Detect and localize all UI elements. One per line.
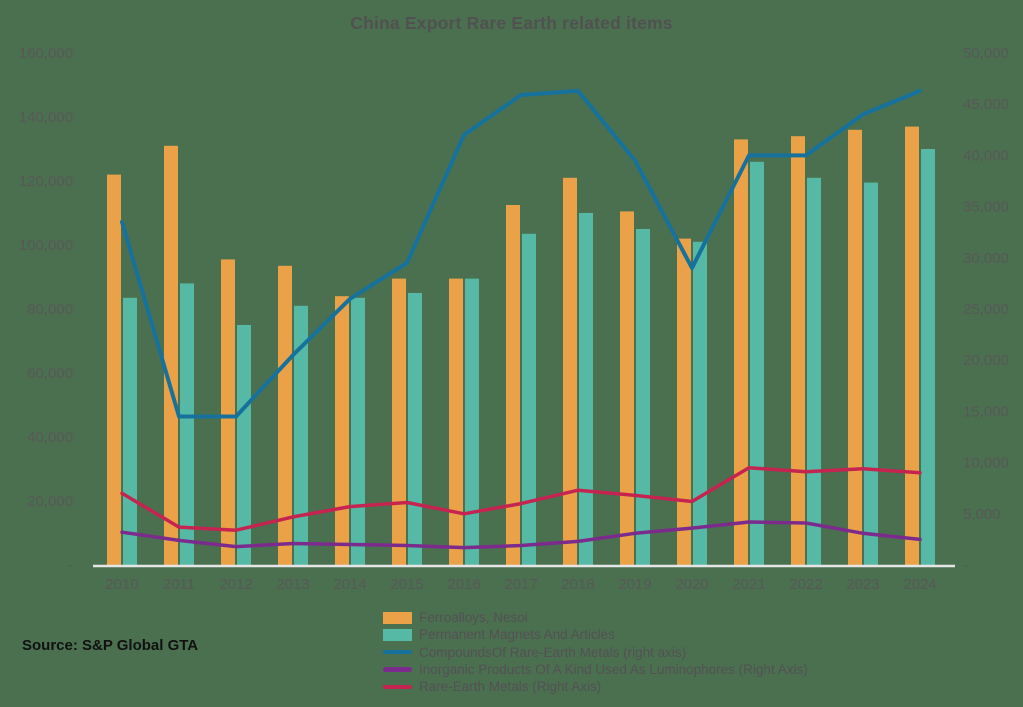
bar-series [123,149,935,566]
chart-legend: Ferroalloys, Nesoi Permanent Magnets And… [383,609,808,695]
bar [636,229,650,565]
x-axis-labels: 2010 2011 2012 2013 2014 2015 2016 2017 2018 2019… [105,576,936,593]
bar [905,126,919,565]
axis-tick-label: 120,000 [19,173,73,190]
x-axis-label: 2011 [163,576,195,593]
bar [734,139,748,565]
right-axis-ticks: - 5,000 10,000 15,000 20,000 25,000 30,000 35,0… [963,45,1009,574]
axis-tick-label: 160,000 [19,45,73,62]
legend-item-luminophores: Inorganic Products Of A Kind Used As Lum… [383,661,808,678]
axis-tick-label: 100,000 [19,237,73,254]
data-line [120,88,922,419]
bar [294,305,308,565]
bar [221,259,235,565]
bar [620,211,634,565]
bar [693,241,707,566]
bar [392,278,406,565]
source-note: Source: S&P Global GTA [22,637,199,654]
legend-label: Rare-Earth Metals (Right Axis) [419,679,602,695]
legend-label: Permanent Magnets And Articles [419,627,615,643]
legend-item-rare-earth-metals: Rare-Earth Metals (Right Axis) [383,678,808,695]
axis-tick-label: 40,000 [963,147,1009,164]
legend-item-permanent-magnets: Permanent Magnets And Articles [383,626,808,643]
bar [237,325,251,565]
chart-title: China Export Rare Earth related items [350,13,673,33]
legend-item-compounds: CompoundsOf Rare-Earth Metals (right axi… [383,644,808,661]
axis-tick-label: - [68,557,73,574]
x-axis-label: 2021 [732,576,765,593]
bar [750,161,764,566]
bar [164,145,178,566]
x-axis-label: 2019 [618,576,651,593]
x-axis-label: 2022 [789,576,822,593]
bar [107,174,121,565]
bar [563,177,577,566]
x-axis-label: 2024 [903,576,936,593]
legend-label: Inorganic Products Of A Kind Used As Lum… [419,661,808,677]
axis-tick-label: 60,000 [27,365,73,382]
bar [579,213,593,565]
data-line [120,520,922,550]
red-line-swatch-icon [383,684,412,690]
axis-tick-label: - [963,557,968,574]
x-axis-label: 2020 [675,576,708,593]
bar [449,278,463,565]
bar [465,278,479,565]
x-axis-label: 2023 [846,576,879,593]
axis-tick-label: 20,000 [27,493,73,510]
axis-tick-label: 45,000 [963,96,1009,113]
left-axis-ticks: - 20,000 40,000 60,000 80,000 100,000 120,000 1… [19,45,73,574]
x-axis-label: 2010 [105,576,138,593]
x-axis-label: 2016 [447,576,480,593]
bar [335,296,349,565]
axis-tick-label: 35,000 [963,199,1009,216]
bar [807,177,821,566]
bar [791,136,805,565]
bar [506,205,520,565]
bar [123,297,137,565]
axis-tick-label: 40,000 [27,429,73,446]
axis-tick-label: 50,000 [963,45,1009,62]
bar [677,238,691,565]
legend-label: Ferroalloys, Nesoi [419,610,528,625]
axis-tick-label: 15,000 [963,403,1009,420]
x-axis-label: 2017 [504,576,537,593]
combo-chart: - 20,000 40,000 60,000 80,000 100,000 120,000 1… [19,45,1009,593]
purple-line-swatch-icon [383,667,412,672]
legend-item-ferroalloys: Ferroalloys, Nesoi [383,609,808,626]
axis-tick-label: 140,000 [19,109,73,126]
bar [848,129,862,566]
blue-line-swatch-icon [383,649,412,655]
bar [180,283,194,565]
axis-tick-label: 25,000 [963,301,1009,318]
x-axis-label: 2012 [219,576,252,593]
x-axis-label: 2014 [333,576,366,593]
bar [278,265,292,565]
bar [522,233,536,566]
bar-series [107,126,919,566]
axis-tick-label: 30,000 [963,250,1009,267]
axis-tick-label: 5,000 [963,506,1001,523]
teal-bar-swatch-icon [383,628,412,641]
data-line [120,465,922,532]
axis-tick-label: 80,000 [27,301,73,318]
bar [408,293,422,565]
bar [864,182,878,565]
bar [921,149,935,565]
x-axis-label: 2015 [390,576,423,593]
legend-label: CompoundsOf Rare-Earth Metals (right axi… [419,644,687,660]
axis-tick-label: 20,000 [963,352,1009,369]
x-axis-label: 2018 [561,576,594,593]
bar [351,297,365,565]
orange-bar-swatch-icon [383,611,412,624]
x-axis-label: 2013 [276,576,309,593]
axis-tick-label: 10,000 [963,455,1009,472]
